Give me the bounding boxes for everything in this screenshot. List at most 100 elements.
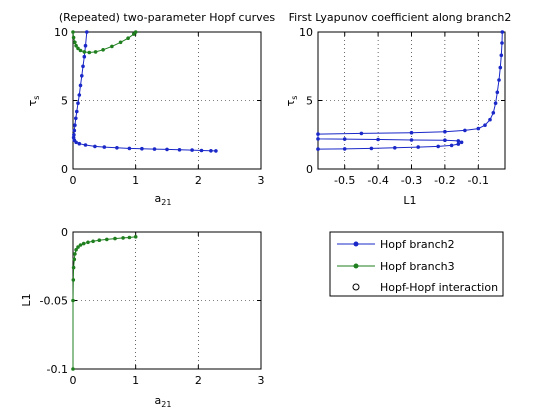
x-tick-label: 1: [132, 174, 139, 187]
panel2-ylabel: τs: [284, 96, 299, 107]
data-point-hopf-branch2: [83, 143, 88, 147]
data-point-hopf-branch2: [190, 148, 194, 152]
data-point-hopf-branch2: [359, 131, 364, 136]
data-point-hopf-branch2: [82, 54, 87, 59]
series-line-hopf-branch3: [72, 236, 136, 369]
y-tick-label: -0.05: [40, 295, 68, 308]
panel3-ylabel: L1: [20, 293, 33, 306]
data-point-hopf-branch2: [76, 101, 80, 105]
data-point-hopf-branch2: [491, 111, 496, 115]
data-point-hopf-branch3: [81, 241, 86, 246]
data-point-hopf-branch3: [71, 35, 76, 40]
data-point-hopf-branch2: [102, 145, 107, 149]
data-point-hopf-branch2: [74, 116, 78, 121]
axes-1: 0 1 2 3 0 5 10: [54, 26, 265, 187]
data-point-hopf-branch2: [476, 126, 481, 131]
data-point-hopf-branch2: [316, 137, 320, 141]
data-point-hopf-branch2: [393, 146, 397, 150]
x-tick-label: -0.2: [434, 174, 455, 187]
data-point-hopf-branch2: [199, 148, 204, 153]
data-point-hopf-branch2: [459, 140, 464, 145]
data-point-hopf-branch2: [85, 30, 89, 34]
panel2-title: First Lyapunov coefficient along branch2: [289, 11, 512, 24]
data-point-hopf-branch3: [105, 237, 109, 242]
data-point-hopf-branch3: [121, 236, 125, 240]
data-point-hopf-branch2: [81, 64, 85, 69]
panel1-xlabel: a21: [155, 192, 172, 207]
data-point-hopf-branch3: [71, 367, 75, 371]
y-tick-label: 10: [54, 26, 68, 39]
y-tick-label: 10: [299, 26, 313, 39]
data-point-hopf-branch2: [73, 123, 77, 127]
data-point-hopf-branch3: [113, 236, 117, 241]
y-tick-label: 0: [61, 226, 68, 239]
data-point-hopf-branch3: [87, 50, 92, 55]
data-point-hopf-branch2: [209, 149, 213, 153]
data-point-hopf-branch2: [456, 139, 461, 143]
data-point-hopf-branch2: [449, 143, 454, 148]
data-point-hopf-branch2: [500, 30, 505, 34]
x-tick-label: 0: [70, 174, 77, 187]
data-point-hopf-branch2: [416, 145, 421, 149]
data-point-hopf-branch2: [140, 146, 144, 151]
data-point-hopf-branch2: [483, 123, 487, 127]
data-point-hopf-branch2: [316, 132, 320, 136]
data-point-hopf-branch2: [500, 41, 504, 45]
data-point-hopf-branch2: [495, 90, 500, 95]
x-tick-label: 2: [195, 374, 202, 387]
x-tick-label: -0.1: [468, 174, 489, 187]
data-point-hopf-branch2: [75, 109, 79, 114]
data-point-hopf-branch2: [497, 78, 501, 82]
data-point-hopf-branch2: [443, 138, 447, 142]
data-point-hopf-branch2: [369, 146, 374, 151]
data-point-hopf-branch2: [72, 128, 77, 133]
data-point-hopf-branch2: [152, 147, 157, 151]
data-point-hopf-branch3: [86, 240, 90, 245]
data-point-hopf-branch3: [73, 252, 77, 256]
panel1-ylabel: τs: [26, 96, 41, 107]
data-point-hopf-branch3: [71, 278, 76, 282]
axes-2: -0.5 -0.4 -0.3 -0.2 -0.1 0 5 10: [299, 26, 506, 187]
data-point-hopf-branch2: [342, 147, 347, 151]
data-point-hopf-branch2: [488, 117, 492, 122]
data-point-hopf-branch3: [76, 245, 80, 249]
data-point-hopf-branch3: [82, 50, 87, 54]
data-point-hopf-branch3: [74, 43, 78, 48]
legend-hopf-hopf-label: Hopf-Hopf interaction: [380, 281, 498, 294]
data-point-hopf-branch3: [118, 40, 123, 45]
data-point-hopf-branch3: [74, 248, 78, 252]
data-point-hopf-branch2: [443, 129, 447, 134]
data-point-hopf-branch2: [72, 133, 76, 137]
data-point-hopf-branch2: [93, 144, 97, 149]
data-point-hopf-branch3: [76, 46, 80, 51]
y-tick-label: 5: [61, 95, 68, 108]
panel2-xlabel: L1: [403, 194, 416, 207]
data-point-hopf-branch2: [409, 130, 414, 135]
x-tick-label: -0.4: [367, 174, 388, 187]
legend-branch2-marker: [353, 241, 359, 247]
data-point-hopf-branch3: [97, 238, 102, 242]
data-point-hopf-branch3: [93, 50, 98, 54]
x-tick-label: -0.3: [401, 174, 422, 187]
y-tick-label: 0: [61, 163, 68, 176]
data-point-hopf-branch3: [71, 265, 76, 270]
x-tick-label: 1: [132, 374, 139, 387]
x-tick-label: 3: [258, 174, 265, 187]
data-point-hopf-branch3: [101, 48, 105, 52]
data-point-hopf-branch2: [165, 147, 169, 152]
x-tick-label: -0.5: [334, 174, 355, 187]
data-point-hopf-branch2: [436, 144, 441, 149]
data-point-hopf-branch3: [133, 30, 138, 34]
legend-hopf-hopf-marker: [352, 283, 360, 291]
legend-branch3-label: Hopf branch3: [380, 260, 455, 273]
y-tick-label: 0: [306, 163, 313, 176]
panel-lyapunov-branch3: a21 L1: [20, 293, 171, 409]
data-point-hopf-branch2: [499, 53, 504, 58]
legend: Hopf branch2 Hopf branch3 Hopf-Hopf inte…: [329, 231, 504, 297]
x-tick-label: 3: [258, 374, 265, 387]
data-point-hopf-branch2: [115, 146, 119, 150]
data-point-hopf-branch2: [78, 83, 83, 88]
data-point-hopf-branch2: [376, 137, 380, 142]
data-point-hopf-branch3: [127, 235, 132, 240]
series-line-hopf-branch2: [73, 31, 216, 152]
